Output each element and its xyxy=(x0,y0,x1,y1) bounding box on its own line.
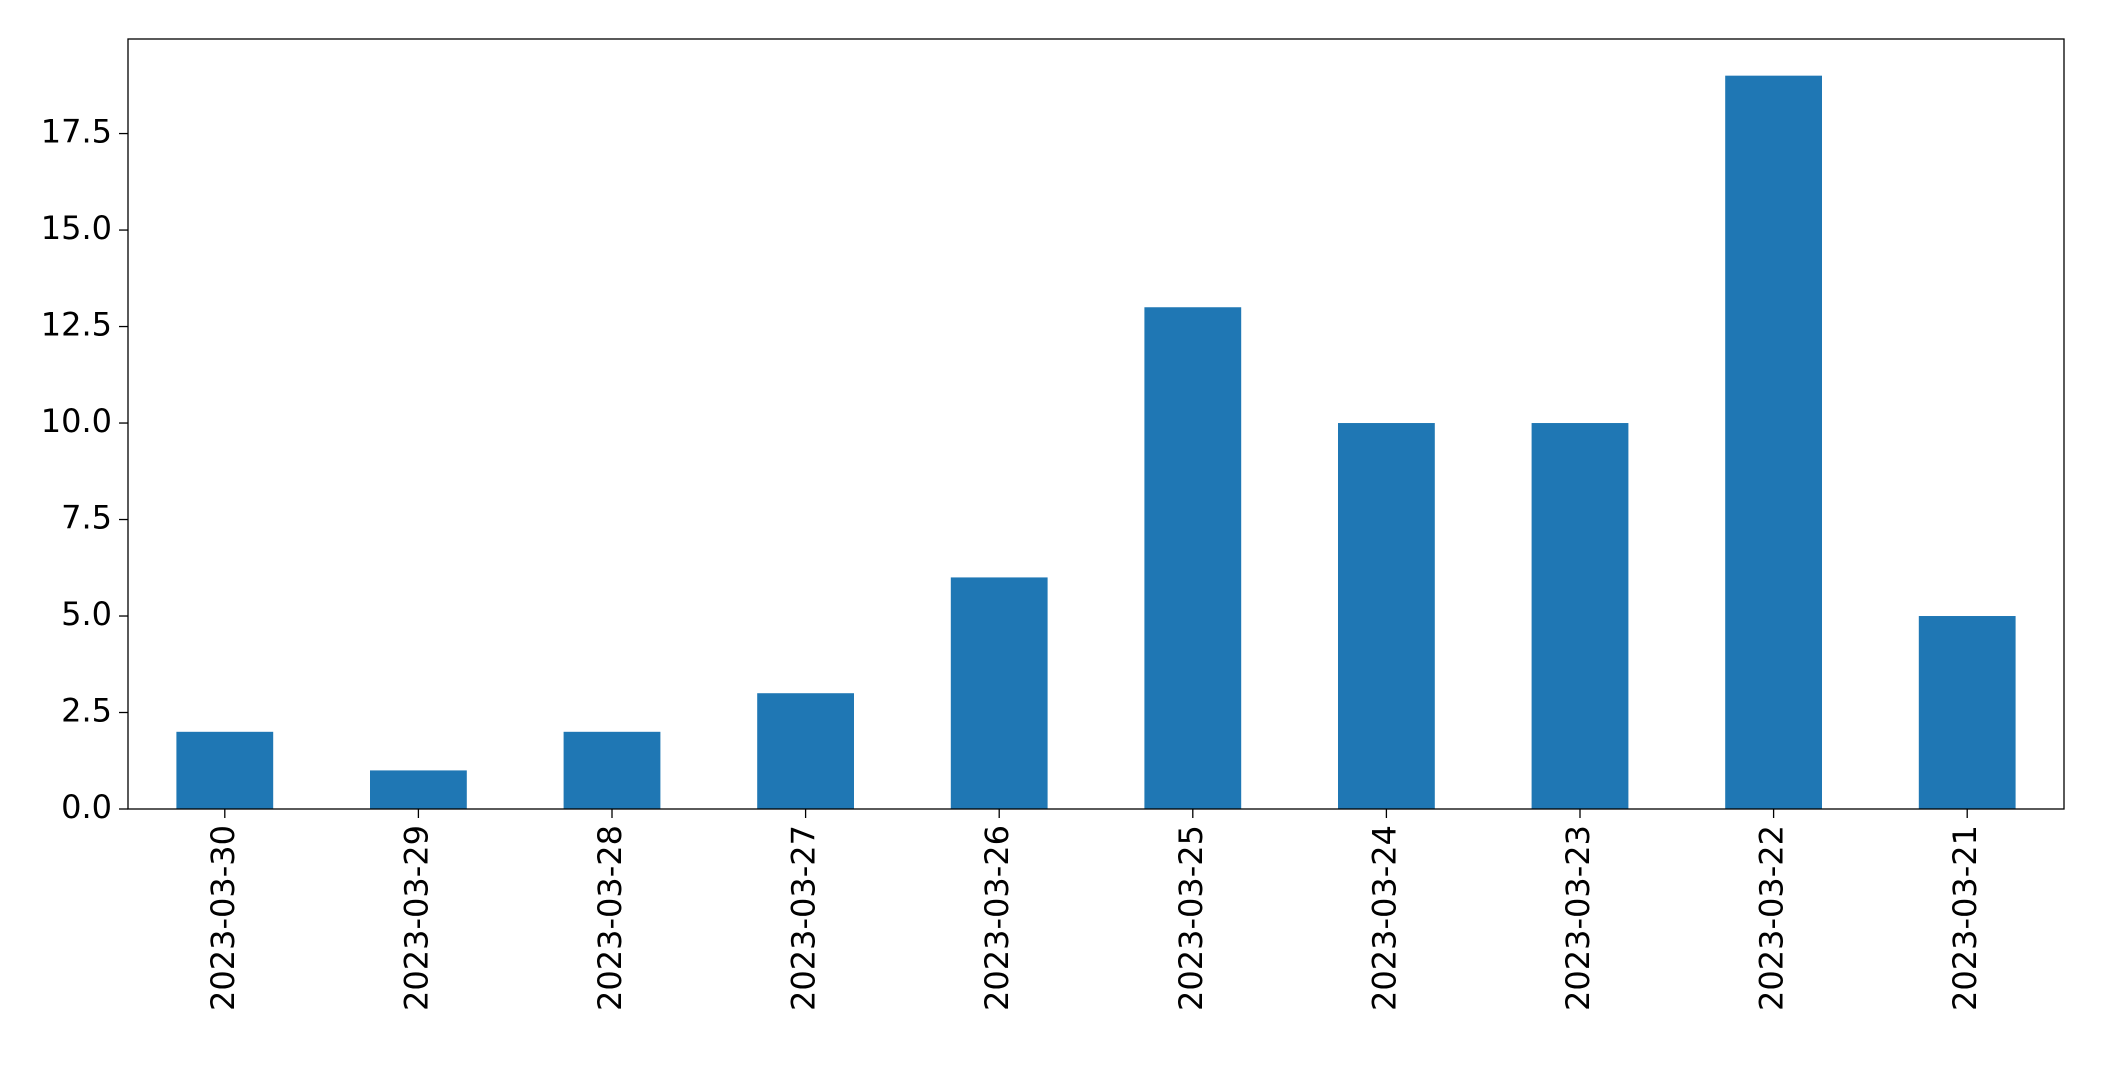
y-tick-label: 5.0 xyxy=(61,595,112,633)
y-tick-label: 2.5 xyxy=(61,692,112,730)
bar xyxy=(1918,616,2016,809)
x-tick-label: 2023-03-26 xyxy=(978,825,1016,1011)
x-tick-label: 2023-03-21 xyxy=(1946,825,1984,1011)
y-tick-label: 0.0 xyxy=(61,788,112,826)
y-tick-label: 15.0 xyxy=(41,209,112,247)
bar xyxy=(1725,75,1822,809)
y-tick-label: 7.5 xyxy=(61,499,112,537)
bar xyxy=(563,731,661,809)
bar xyxy=(757,693,854,809)
bar xyxy=(1144,307,1242,809)
x-tick-label: 2023-03-23 xyxy=(1559,825,1597,1011)
bar xyxy=(1531,423,1629,809)
x-tick-label: 2023-03-28 xyxy=(591,825,629,1011)
x-tick-label: 2023-03-24 xyxy=(1365,825,1403,1011)
bar xyxy=(370,770,467,809)
x-tick-label: 2023-03-30 xyxy=(204,825,242,1011)
bar xyxy=(176,731,274,809)
y-tick-label: 10.0 xyxy=(41,402,112,440)
x-tick-label: 2023-03-25 xyxy=(1172,825,1210,1011)
bar xyxy=(1338,423,1435,809)
x-tick-label: 2023-03-22 xyxy=(1753,825,1791,1011)
x-tick-label: 2023-03-27 xyxy=(785,825,823,1011)
plot-frame xyxy=(127,38,2065,810)
y-tick-label: 12.5 xyxy=(41,306,112,344)
bar xyxy=(950,577,1048,809)
x-tick-label: 2023-03-29 xyxy=(397,825,435,1011)
y-tick-label: 17.5 xyxy=(41,113,112,151)
